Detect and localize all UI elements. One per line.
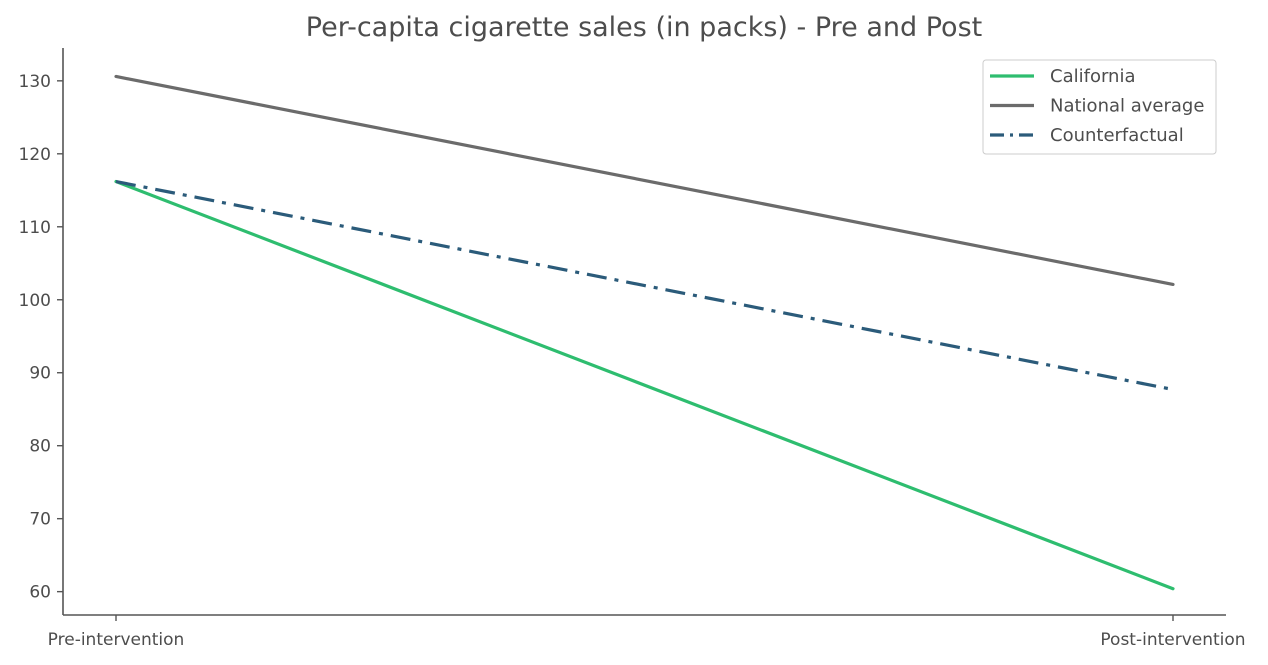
x-tick-label: Post-intervention xyxy=(1100,630,1245,650)
legend-label: Counterfactual xyxy=(1050,125,1184,146)
series-lines xyxy=(114,74,1175,591)
legend-box xyxy=(982,59,1217,155)
y-tick-label: 90 xyxy=(29,364,51,384)
y-tick-label: 120 xyxy=(19,145,51,165)
legend: California National average Counterfactual xyxy=(982,59,1217,155)
x-ticks: Pre-intervention Post-intervention xyxy=(48,615,1246,650)
legend-label: National average xyxy=(1050,96,1204,117)
y-tick-label: 100 xyxy=(19,291,51,311)
y-ticks: 60 70 80 90 100 110 120 130 xyxy=(19,72,63,603)
y-tick-label: 130 xyxy=(19,72,51,92)
chart-title: Per-capita cigarette sales (in packs) - … xyxy=(306,12,982,43)
series-line-counterfactual xyxy=(115,179,1174,392)
y-tick-label: 110 xyxy=(19,218,51,238)
series-line-california xyxy=(114,179,1175,591)
y-tick-label: 80 xyxy=(29,437,51,457)
series-line-national-average xyxy=(114,74,1175,287)
legend-label: California xyxy=(1050,66,1135,87)
y-tick-label: 70 xyxy=(29,510,51,530)
legend-items: California National average Counterfactual xyxy=(990,66,1204,146)
axes: 60 70 80 90 100 110 120 130 Pre-intervention Pos… xyxy=(19,48,1246,650)
x-tick-label: Pre-intervention xyxy=(48,630,185,650)
y-tick-label: 60 xyxy=(29,583,51,603)
